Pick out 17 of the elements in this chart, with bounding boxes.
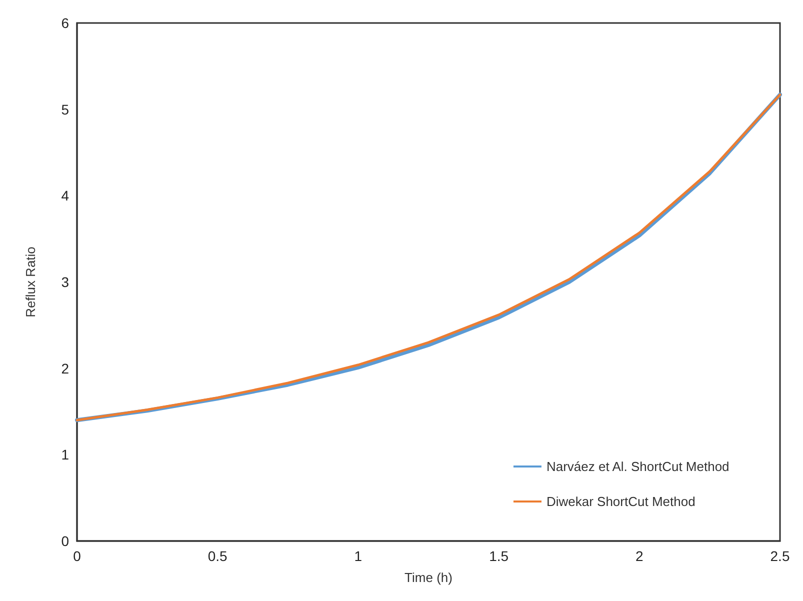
x-tick-label: 1.5	[489, 548, 509, 564]
x-tick-label: 1	[354, 548, 362, 564]
y-tick-label: 0	[61, 533, 70, 549]
y-tick-label: 2	[61, 360, 70, 376]
x-tick-label: 0.5	[208, 548, 228, 564]
x-tick-label: 0	[73, 548, 82, 564]
y-tick-label: 4	[61, 188, 70, 204]
y-tick-label: 5	[61, 101, 70, 118]
y-tick-label: 1	[61, 446, 70, 463]
legend-label: Diwekar ShortCut Method	[546, 494, 696, 509]
legend-label: Narváez et Al. ShortCut Method	[546, 459, 730, 474]
x-tick-label: 2.5	[770, 548, 790, 564]
x-axis-title: Time (h)	[404, 570, 452, 585]
y-axis-title: Reflux Ratio	[23, 246, 38, 318]
y-tick-label: 6	[61, 15, 70, 31]
y-tick-label: 3	[61, 274, 70, 290]
x-tick-label: 2	[636, 548, 644, 564]
